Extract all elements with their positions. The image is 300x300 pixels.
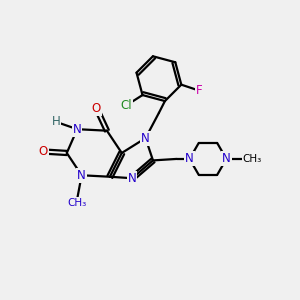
Text: H: H: [51, 115, 60, 128]
Text: N: N: [77, 169, 86, 182]
Text: N: N: [185, 152, 194, 165]
Text: O: O: [92, 102, 101, 115]
Text: Cl: Cl: [120, 99, 132, 112]
Text: F: F: [196, 84, 202, 97]
Text: N: N: [222, 152, 231, 165]
Text: N: N: [141, 132, 150, 145]
Text: O: O: [38, 145, 48, 158]
Text: CH₃: CH₃: [243, 154, 262, 164]
Text: N: N: [73, 123, 82, 136]
Text: CH₃: CH₃: [68, 198, 87, 208]
Text: N: N: [128, 172, 136, 185]
